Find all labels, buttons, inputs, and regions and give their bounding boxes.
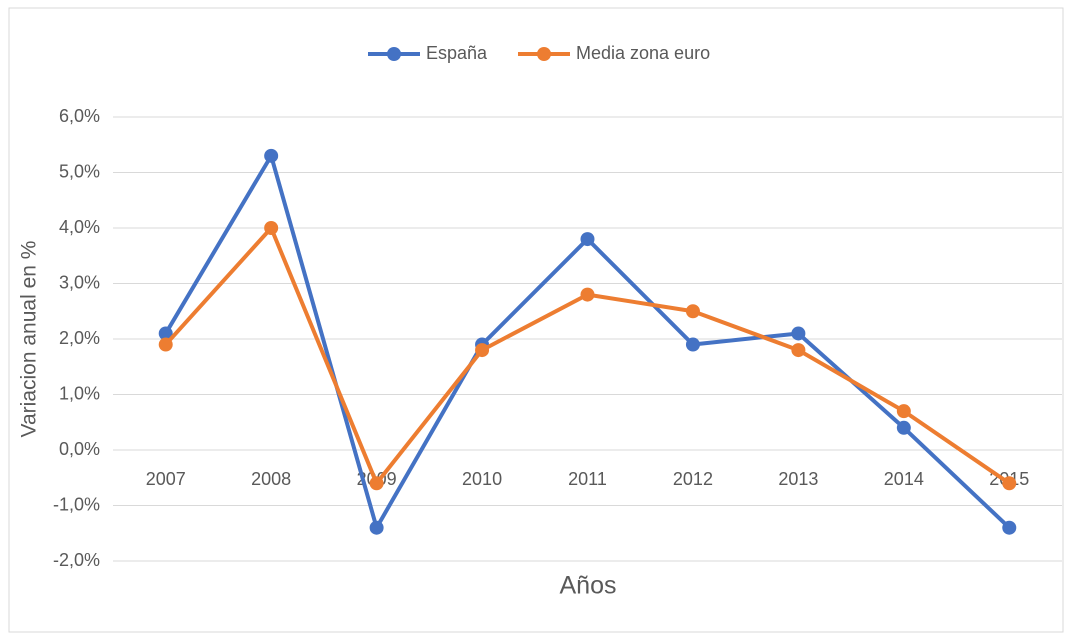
y-tick-label: 5,0%: [59, 161, 100, 181]
data-point: [264, 148, 279, 163]
x-tick-label: 2010: [462, 469, 502, 489]
data-point: [475, 343, 490, 358]
data-point: [685, 304, 700, 319]
x-tick-label: 2007: [146, 469, 186, 489]
data-point: [264, 221, 279, 235]
x-tick-label: 2008: [251, 469, 291, 489]
data-point: [1002, 520, 1017, 535]
legend-label: Media zona euro: [576, 43, 710, 63]
data-point: [580, 287, 595, 302]
data-point: [791, 343, 806, 358]
data-point: [896, 404, 911, 419]
y-tick-label: 6,0%: [59, 106, 100, 126]
data-point: [158, 326, 173, 341]
data-point: [1002, 476, 1017, 491]
x-axis-title: Años: [560, 572, 617, 600]
y-axis-title: Variacion anual en %: [18, 241, 41, 438]
y-tick-label: 1,0%: [59, 383, 100, 403]
data-point: [896, 420, 911, 435]
legend-marker: [387, 47, 401, 61]
x-tick-label: 2012: [673, 469, 713, 489]
y-tick-label: 0,0%: [59, 439, 100, 459]
y-tick-label: -1,0%: [53, 494, 100, 514]
data-point: [580, 232, 595, 247]
y-tick-label: 2,0%: [59, 328, 100, 348]
y-tick-label: 3,0%: [59, 272, 100, 292]
data-point: [791, 326, 806, 341]
y-tick-label: -2,0%: [53, 550, 100, 570]
x-tick-label: 2014: [884, 469, 924, 489]
data-point: [369, 476, 384, 491]
data-point: [369, 520, 384, 535]
x-tick-label: 2011: [568, 469, 607, 489]
y-tick-label: 4,0%: [59, 217, 100, 237]
data-point: [158, 337, 173, 352]
x-tick-label: 2013: [778, 469, 818, 489]
legend-label: España: [426, 43, 488, 63]
data-point: [685, 337, 700, 352]
legend-marker: [537, 47, 551, 61]
